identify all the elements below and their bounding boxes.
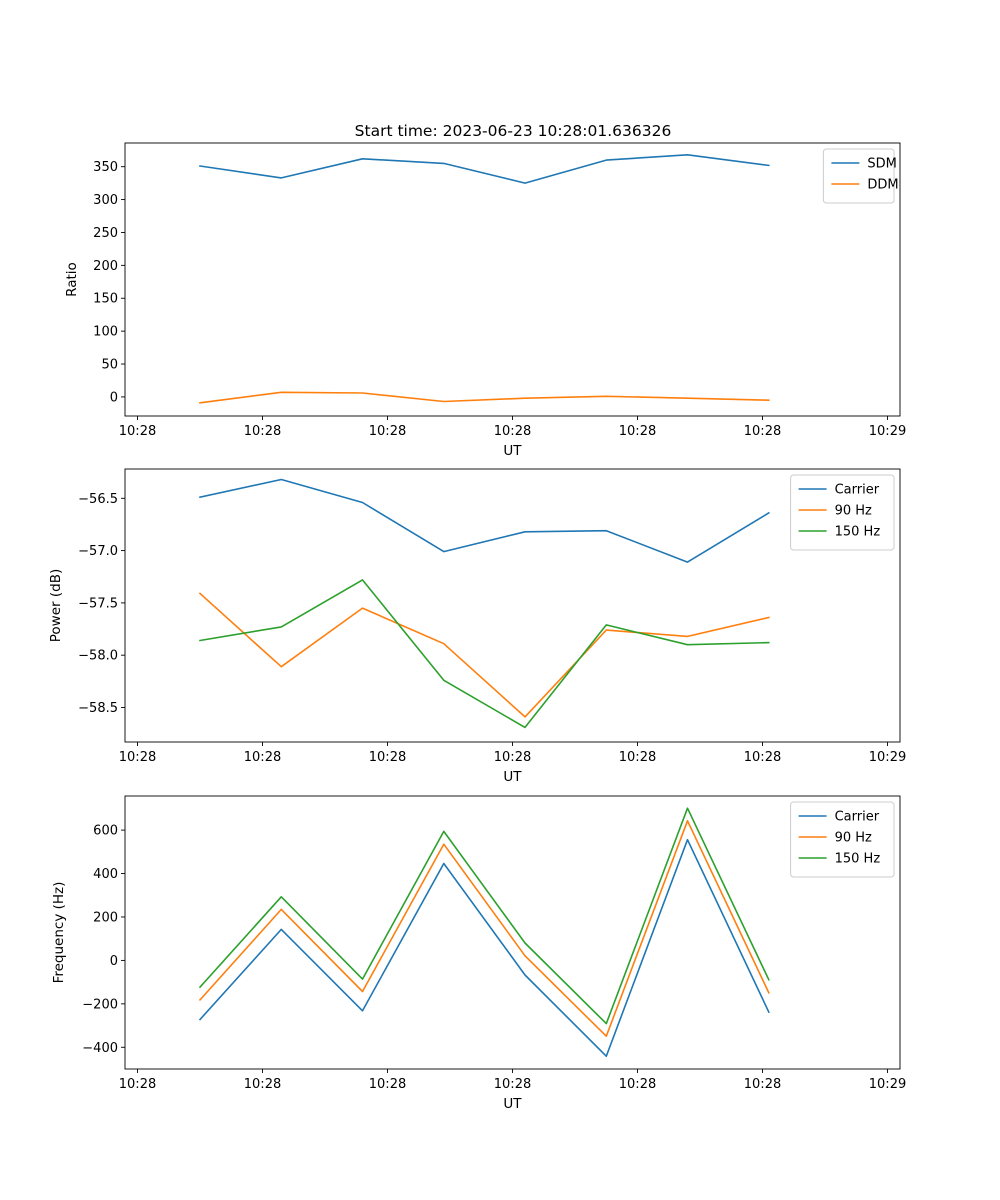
x-tick-label: 10:28 bbox=[619, 750, 656, 765]
y-tick-label: 300 bbox=[93, 193, 118, 208]
x-tick-label: 10:29 bbox=[869, 1077, 906, 1092]
x-tick-label: 10:28 bbox=[244, 1077, 281, 1092]
chart-panel-3: 10:28 10:28 10:28 10:28 10:28 10:28 10:29 −400 −… bbox=[51, 795, 906, 1112]
y-tick-label: 150 bbox=[93, 292, 118, 307]
series-line-1-2 bbox=[199, 391, 770, 404]
x-tick-label: 10:29 bbox=[869, 750, 906, 765]
legend-entry: SDM bbox=[867, 157, 896, 172]
x-tick-label: 10:28 bbox=[744, 1077, 781, 1092]
x-axis-label: UT bbox=[503, 769, 522, 785]
series-line-2-2 bbox=[198, 592, 770, 718]
y-axis-label: Frequency (Hz) bbox=[51, 882, 67, 984]
series-line-3-2 bbox=[198, 819, 770, 1037]
y-tick-label: 0 bbox=[110, 390, 118, 405]
legend-3: Carrier 90 Hz 150 Hz bbox=[790, 801, 895, 878]
y-tick-label: −58.5 bbox=[78, 701, 118, 716]
y-tick-label: 200 bbox=[93, 259, 118, 274]
chart-panels: 10:28 10:28 10:28 10:28 10:28 10:28 10:29 0 50 10… bbox=[48, 142, 906, 1112]
y-tick-label: 400 bbox=[93, 867, 118, 882]
y-tick-label: −56.5 bbox=[78, 492, 118, 507]
figure-title: Start time: 2023-06-23 10:28:01.636326 bbox=[355, 122, 672, 140]
y-tick-label: 600 bbox=[93, 824, 118, 839]
chart-panel-2: 10:28 10:28 10:28 10:28 10:28 10:28 10:29 −56.5… bbox=[48, 468, 906, 785]
y-tick-label: −400 bbox=[82, 1041, 118, 1056]
y-tick-label: −57.0 bbox=[78, 544, 118, 559]
legend-entry: DDM bbox=[867, 178, 898, 193]
y-tick-label: −200 bbox=[82, 997, 118, 1012]
y-axis-label: Power (dB) bbox=[48, 569, 64, 642]
y-axis-label: Ratio bbox=[64, 262, 80, 297]
legend-entry: 90 Hz bbox=[835, 831, 872, 846]
legend-2: Carrier 90 Hz 150 Hz bbox=[790, 474, 895, 551]
series-line-1-1 bbox=[199, 154, 770, 184]
y-tick-label: 250 bbox=[93, 226, 118, 241]
x-tick-label: 10:29 bbox=[869, 424, 906, 439]
x-tick-label: 10:28 bbox=[744, 424, 781, 439]
x-tick-label: 10:28 bbox=[119, 750, 156, 765]
x-tick-label: 10:28 bbox=[619, 1077, 656, 1092]
x-tick-label: 10:28 bbox=[369, 750, 406, 765]
x-tick-label: 10:28 bbox=[369, 1077, 406, 1092]
legend-1: SDM DDM bbox=[822, 148, 899, 204]
x-tick-label: 10:28 bbox=[744, 750, 781, 765]
x-tick-label: 10:28 bbox=[119, 1077, 156, 1092]
x-tick-label: 10:28 bbox=[494, 1077, 531, 1092]
y-tick-label: −58.0 bbox=[78, 649, 118, 664]
legend-entry: 150 Hz bbox=[835, 525, 881, 540]
x-axis-label: UT bbox=[503, 443, 522, 459]
legend-entry: 90 Hz bbox=[835, 504, 872, 519]
x-tick-label: 10:28 bbox=[119, 424, 156, 439]
series-line-3-1 bbox=[198, 838, 770, 1057]
y-tick-label: 200 bbox=[93, 910, 118, 925]
legend-entry: Carrier bbox=[835, 810, 880, 825]
y-tick-label: 100 bbox=[93, 325, 118, 340]
y-tick-label: 350 bbox=[93, 160, 118, 175]
x-tick-label: 10:28 bbox=[494, 750, 531, 765]
series-line-3-3 bbox=[198, 807, 770, 1025]
series-line-2-3 bbox=[199, 579, 770, 729]
y-tick-label: −57.5 bbox=[78, 596, 118, 611]
x-tick-label: 10:28 bbox=[619, 424, 656, 439]
y-tick-label: 0 bbox=[110, 954, 118, 969]
x-tick-label: 10:28 bbox=[244, 424, 281, 439]
legend-entry: 150 Hz bbox=[835, 852, 881, 867]
series-line-2-1 bbox=[199, 478, 770, 563]
x-axis-label: UT bbox=[503, 1096, 522, 1112]
x-tick-label: 10:28 bbox=[244, 750, 281, 765]
legend-entry: Carrier bbox=[835, 483, 880, 498]
x-tick-label: 10:28 bbox=[494, 424, 531, 439]
x-tick-label: 10:28 bbox=[369, 424, 406, 439]
y-tick-label: 50 bbox=[101, 358, 118, 373]
chart-panel-1: 10:28 10:28 10:28 10:28 10:28 10:28 10:29 0 50 10… bbox=[64, 142, 906, 459]
